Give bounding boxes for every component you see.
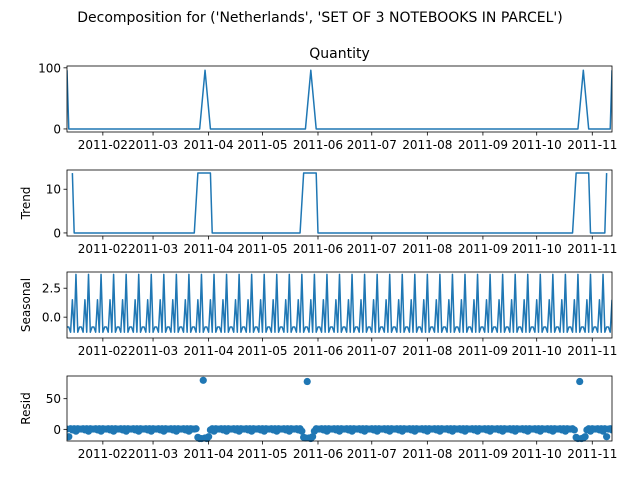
resid-point — [67, 433, 73, 441]
x-tick-label: 2011-07 — [347, 344, 397, 358]
panel-2: 0.0 2.5 2011-02 2011-03 2011-04 2011-05 2011-0… — [19, 271, 617, 358]
y-axis-label: Trend — [19, 187, 33, 221]
resid-point — [199, 376, 207, 384]
y-tick-label: 100 — [38, 61, 61, 75]
x-tick-label: 2011-02 — [78, 344, 128, 358]
x-tick-label: 2011-02 — [78, 242, 128, 256]
axes-frame — [66, 169, 613, 237]
axes-frame — [66, 271, 613, 339]
y-tick-label: 50 — [46, 392, 61, 406]
resid-point — [205, 433, 213, 441]
x-tick-label: 2011-03 — [128, 138, 178, 152]
resid-point — [192, 425, 200, 433]
x-tick-label: 2011-05 — [237, 242, 287, 256]
y-tick-label: 0 — [53, 423, 61, 437]
x-tick-label: 2011-05 — [237, 138, 287, 152]
series-group — [67, 273, 612, 333]
x-tick-label: 2011-08 — [402, 344, 452, 358]
x-tick-label: 2011-07 — [347, 447, 397, 461]
x-tick-label: 2011-06 — [293, 242, 343, 256]
x-tick-label: 2011-03 — [128, 447, 178, 461]
x-tick-label: 2011-09 — [458, 242, 508, 256]
x-tick-label: 2011-08 — [402, 447, 452, 461]
series-line — [71, 172, 608, 234]
x-tick-label: 2011-07 — [347, 138, 397, 152]
series-group — [67, 376, 612, 443]
x-tick-label: 2011-09 — [458, 138, 508, 152]
x-tick-label: 2011-04 — [184, 344, 234, 358]
x-tick-label: 2011-05 — [237, 447, 287, 461]
y-tick-label: 2.5 — [42, 282, 61, 296]
y-tick-label: 0.0 — [42, 311, 61, 325]
x-tick-label: 2011-06 — [293, 344, 343, 358]
x-tick-label: 2011-02 — [78, 447, 128, 461]
x-tick-label: 2011-06 — [293, 447, 343, 461]
resid-point — [581, 433, 589, 441]
series-group — [67, 69, 612, 130]
x-tick-label: 2011-04 — [184, 138, 234, 152]
resid-point — [608, 426, 612, 434]
series-group — [71, 172, 608, 234]
seasonal-line — [67, 273, 612, 333]
x-tick-label: 2011-08 — [402, 138, 452, 152]
resid-point — [570, 426, 578, 434]
resid-point — [298, 427, 306, 435]
x-tick-label: 2011-10 — [512, 344, 562, 358]
axes-frame — [66, 375, 613, 442]
x-tick-label: 2011-10 — [512, 138, 562, 152]
y-tick-label: 0 — [53, 122, 61, 136]
resid-point — [309, 433, 317, 441]
x-tick-label: 2011-04 — [184, 242, 234, 256]
x-tick-label: 2011-08 — [402, 242, 452, 256]
x-tick-label: 2011-11 — [567, 447, 617, 461]
panel-3: 0 50 2011-02 2011-03 2011-04 2011-05 2011-06 20… — [19, 375, 617, 461]
panel-1: 0 10 2011-02 2011-03 2011-04 2011-05 2011-06 20… — [19, 169, 617, 256]
x-tick-label: 2011-03 — [128, 344, 178, 358]
x-tick-label: 2011-11 — [567, 242, 617, 256]
resid-point — [576, 377, 584, 386]
figure-suptitle: Decomposition for ('Netherlands', 'SET O… — [77, 10, 563, 26]
axes-frame — [66, 65, 613, 133]
panel-0: 0 100 2011-02 2011-03 2011-04 2011-05 2011-06 2… — [38, 46, 617, 152]
x-tick-label: 2011-06 — [293, 138, 343, 152]
x-tick-label: 2011-05 — [237, 344, 287, 358]
x-tick-label: 2011-10 — [512, 242, 562, 256]
resid-point — [603, 433, 611, 441]
x-tick-label: 2011-09 — [458, 344, 508, 358]
x-tick-label: 2011-02 — [78, 138, 128, 152]
y-axis-label: Seasonal — [19, 278, 33, 332]
y-tick-label: 10 — [46, 183, 61, 197]
x-tick-label: 2011-07 — [347, 242, 397, 256]
series-line — [67, 69, 612, 130]
panel-title: Quantity — [309, 46, 370, 62]
x-tick-label: 2011-04 — [184, 447, 234, 461]
x-tick-label: 2011-09 — [458, 447, 508, 461]
x-tick-label: 2011-11 — [567, 344, 617, 358]
resid-point — [303, 377, 311, 386]
x-tick-label: 2011-10 — [512, 447, 562, 461]
y-axis-label: Resid — [19, 392, 33, 424]
x-tick-label: 2011-03 — [128, 242, 178, 256]
x-tick-label: 2011-11 — [567, 138, 617, 152]
y-tick-label: 0 — [53, 226, 61, 240]
